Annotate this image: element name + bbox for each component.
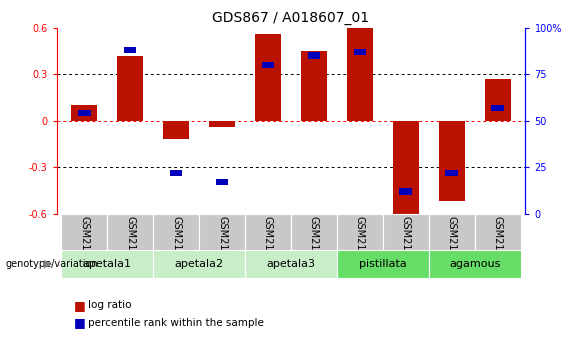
Text: apetala1: apetala1: [82, 259, 132, 269]
Text: GSM21017: GSM21017: [79, 216, 89, 269]
Text: GSM21027: GSM21027: [309, 216, 319, 269]
Bar: [383, 214, 429, 250]
Bar: [347, 28, 372, 121]
Bar: [429, 250, 521, 278]
Bar: [307, 52, 320, 59]
Text: agamous: agamous: [449, 259, 501, 269]
Text: GSM21029: GSM21029: [355, 216, 365, 269]
Text: GSM21033: GSM21033: [447, 216, 457, 269]
Text: genotype/variation: genotype/variation: [6, 259, 98, 269]
Bar: [61, 214, 107, 250]
Bar: [216, 179, 228, 185]
Bar: [492, 105, 505, 111]
Bar: [199, 214, 245, 250]
Bar: [245, 214, 291, 250]
Bar: [118, 56, 143, 121]
Text: percentile rank within the sample: percentile rank within the sample: [88, 318, 263, 327]
Bar: [71, 105, 97, 121]
Bar: [163, 121, 189, 139]
Bar: [61, 250, 153, 278]
Bar: [210, 121, 234, 127]
Text: GSM21021: GSM21021: [171, 216, 181, 269]
Bar: [475, 214, 521, 250]
Bar: [399, 188, 412, 195]
Text: pistillata: pistillata: [359, 259, 407, 269]
Bar: [245, 250, 337, 278]
Text: GSM21035: GSM21035: [493, 216, 503, 269]
Text: GSM21031: GSM21031: [401, 216, 411, 269]
Bar: [124, 47, 137, 53]
Title: GDS867 / A018607_01: GDS867 / A018607_01: [212, 11, 370, 25]
Text: apetala3: apetala3: [267, 259, 315, 269]
Bar: [77, 110, 90, 116]
Text: GSM21023: GSM21023: [217, 216, 227, 269]
Bar: [170, 170, 182, 176]
Text: ■: ■: [73, 316, 85, 329]
Bar: [429, 214, 475, 250]
Bar: [291, 214, 337, 250]
Text: GSM21019: GSM21019: [125, 216, 135, 269]
Bar: [301, 51, 327, 121]
Bar: [107, 214, 153, 250]
Text: GSM21025: GSM21025: [263, 216, 273, 269]
Text: log ratio: log ratio: [88, 300, 131, 310]
Bar: [262, 62, 275, 68]
Bar: [439, 121, 464, 201]
Bar: [153, 250, 245, 278]
Bar: [393, 121, 419, 214]
Bar: [354, 49, 366, 55]
Bar: [153, 214, 199, 250]
Text: ■: ■: [73, 299, 85, 312]
Bar: [255, 34, 281, 121]
Bar: [445, 170, 458, 176]
Bar: [337, 214, 383, 250]
Bar: [485, 79, 511, 121]
Bar: [337, 250, 429, 278]
Text: apetala2: apetala2: [175, 259, 224, 269]
Text: ▶: ▶: [44, 259, 53, 269]
